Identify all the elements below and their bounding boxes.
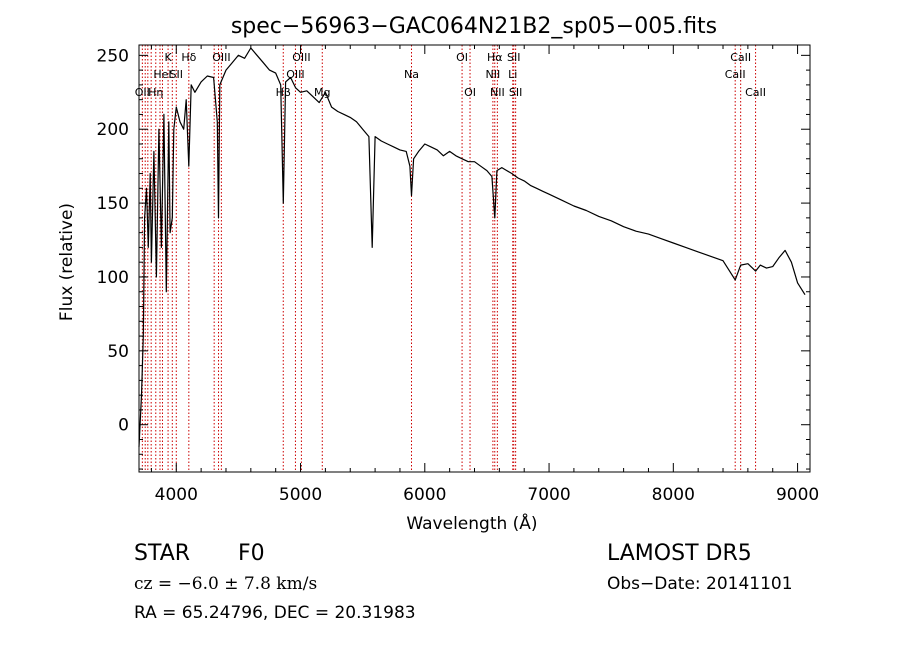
line-marker-label-21: NII (486, 68, 501, 81)
coordinates: RA = 65.24796, DEC = 20.31983 (134, 603, 416, 623)
survey-name: LAMOST DR5 (607, 541, 752, 566)
y-tick-label-100: 100 (97, 268, 129, 288)
line-marker-label-23: NII (490, 86, 505, 99)
redshift-value: cz = −6.0 ± 7.8 km/s (134, 574, 318, 594)
line-marker-label-19: OI (456, 51, 468, 64)
line-marker-label-4: Hη (148, 86, 163, 99)
chart-title: spec−56963−GAC064N21B2_sp05−005.fits (231, 14, 717, 39)
x-tick-label-4000: 4000 (155, 485, 198, 505)
line-marker-label-27: CaII (725, 68, 746, 81)
line-marker-label-24: Li (508, 68, 517, 81)
x-tick-label-8000: 8000 (652, 485, 695, 505)
x-axis-label: Wavelength (Å) (406, 512, 537, 534)
x-tick-label-6000: 6000 (403, 485, 446, 505)
line-marker-label-18: Na (404, 68, 419, 81)
spectral-line-markers (141, 45, 757, 472)
y-axis: 0 50 100 150 200 250 (97, 46, 810, 470)
line-marker-label-7: K (164, 51, 172, 64)
x-tick-label-5000: 5000 (279, 485, 322, 505)
line-marker-label-14: Hβ (276, 86, 291, 99)
line-marker-label-22: Hα (487, 51, 503, 64)
line-marker-label-10: Hδ (181, 51, 196, 64)
line-marker-label-29: CaII (745, 86, 766, 99)
object-class: STAR (134, 541, 191, 566)
x-axis: 4000 5000 6000 7000 8000 9000 (150, 45, 819, 505)
line-marker-label-28: CaII (730, 51, 751, 64)
line-marker-label-26: SII (509, 86, 522, 99)
line-marker-label-16: OIII (292, 51, 310, 64)
x-tick-label-7000: 7000 (527, 485, 570, 505)
y-tick-label-0: 0 (118, 416, 129, 436)
line-marker-label-6: HeI (153, 68, 171, 81)
line-marker-label-13: OIII (212, 51, 230, 64)
line-marker-label-25: SII (507, 51, 520, 64)
y-axis-label: Flux (relative) (57, 203, 77, 321)
y-tick-label-50: 50 (107, 342, 129, 362)
y-tick-label-200: 200 (97, 120, 129, 140)
spectral-subclass: F0 (238, 541, 265, 566)
x-tick-label-9000: 9000 (776, 485, 819, 505)
y-tick-label-150: 150 (97, 194, 129, 214)
line-marker-label-20: OI (464, 86, 476, 99)
plot-frame (138, 44, 811, 473)
line-marker-label-9: SII (170, 68, 183, 81)
observation-date: Obs−Date: 20141101 (607, 574, 793, 594)
y-tick-label-250: 250 (97, 46, 129, 66)
spectrum-line (138, 47, 806, 447)
